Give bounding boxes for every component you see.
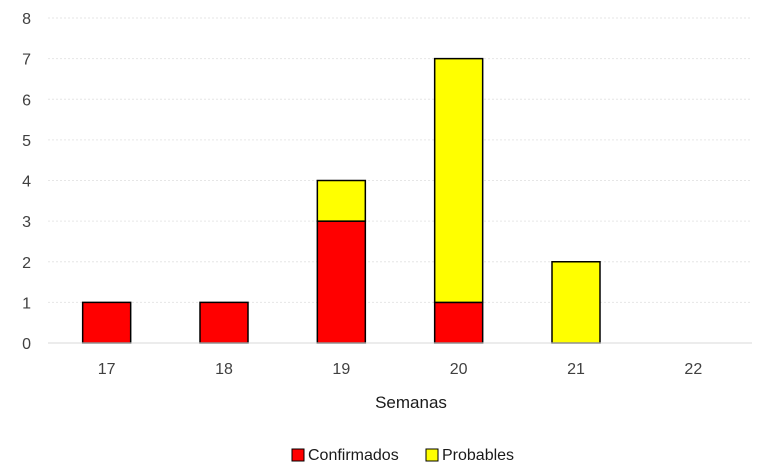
x-axis-ticks: 17 18 19 20 21 22 xyxy=(98,361,703,378)
y-tick-label: 4 xyxy=(22,174,31,191)
bar-probables-19 xyxy=(316,179,367,222)
y-tick-label: 8 xyxy=(22,11,31,28)
x-tick-label: 22 xyxy=(684,361,702,378)
legend-swatch-probables xyxy=(425,448,439,462)
bar-probables-21 xyxy=(551,261,601,344)
bar-confirmados-19 xyxy=(316,220,367,344)
x-axis-title: Semanas xyxy=(375,393,447,412)
legend-label-probables: Probables xyxy=(442,447,514,464)
legend-label-confirmados: Confirmados xyxy=(308,447,399,464)
y-tick-label: 2 xyxy=(22,255,31,272)
y-tick-label: 7 xyxy=(22,52,31,69)
x-tick-label: 20 xyxy=(450,361,468,378)
bars xyxy=(81,57,601,344)
bar-confirmados-17 xyxy=(81,301,132,344)
x-tick-label: 19 xyxy=(332,361,350,378)
x-tick-label: 17 xyxy=(98,361,116,378)
y-tick-label: 3 xyxy=(22,214,31,231)
y-axis-ticks: 0 1 2 3 4 5 6 7 8 xyxy=(22,11,31,353)
bar-confirmados-18 xyxy=(199,301,249,344)
legend: Confirmados Probables xyxy=(291,447,514,464)
bar-confirmados-20 xyxy=(433,301,484,344)
legend-swatch-confirmados xyxy=(291,448,305,462)
y-tick-label: 1 xyxy=(22,295,31,312)
y-tick-label: 6 xyxy=(22,92,31,109)
gridlines xyxy=(48,17,752,303)
y-tick-label: 0 xyxy=(22,336,31,353)
y-tick-label: 5 xyxy=(22,133,31,150)
x-tick-label: 21 xyxy=(567,361,585,378)
x-tick-label: 18 xyxy=(215,361,233,378)
bar-probables-20 xyxy=(433,57,484,304)
